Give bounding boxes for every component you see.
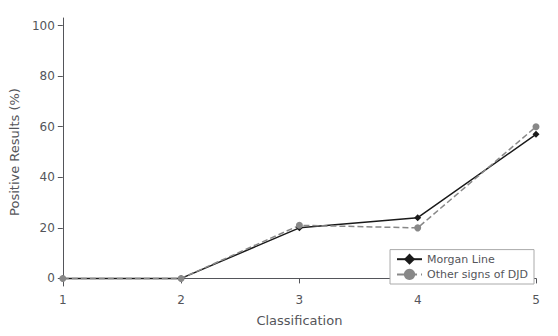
svg-text:Positive Results (%): Positive Results (%) <box>7 88 22 216</box>
svg-text:Other signs of DJD: Other signs of DJD <box>427 268 528 281</box>
svg-text:100: 100 <box>32 19 55 33</box>
svg-text:80: 80 <box>40 69 55 83</box>
svg-text:60: 60 <box>40 120 55 134</box>
svg-text:1: 1 <box>59 293 67 307</box>
svg-text:40: 40 <box>40 170 55 184</box>
svg-text:4: 4 <box>414 293 422 307</box>
svg-text:2: 2 <box>177 293 185 307</box>
svg-text:5: 5 <box>532 293 540 307</box>
svg-text:Classification: Classification <box>256 313 342 328</box>
svg-text:3: 3 <box>296 293 304 307</box>
svg-text:Morgan Line: Morgan Line <box>427 253 495 266</box>
svg-text:0: 0 <box>47 271 55 285</box>
svg-text:20: 20 <box>40 221 55 235</box>
